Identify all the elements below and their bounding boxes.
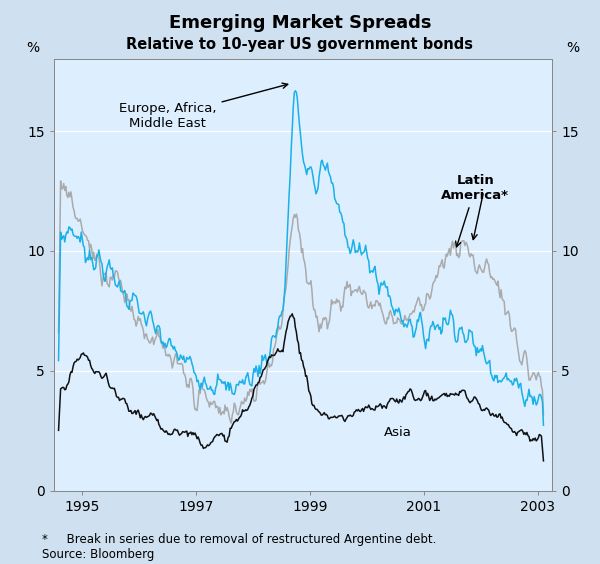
Text: *     Break in series due to removal of restructured Argentine debt.: * Break in series due to removal of rest… <box>42 533 436 546</box>
Text: Latin
America*: Latin America* <box>441 174 509 247</box>
Text: Europe, Africa,
Middle East: Europe, Africa, Middle East <box>119 83 288 130</box>
Text: Relative to 10-year US government bonds: Relative to 10-year US government bonds <box>127 37 473 52</box>
Text: Source: Bloomberg: Source: Bloomberg <box>42 548 154 561</box>
Text: Emerging Market Spreads: Emerging Market Spreads <box>169 14 431 32</box>
Text: %: % <box>26 41 40 55</box>
Text: %: % <box>566 41 580 55</box>
Text: Asia: Asia <box>384 426 412 439</box>
